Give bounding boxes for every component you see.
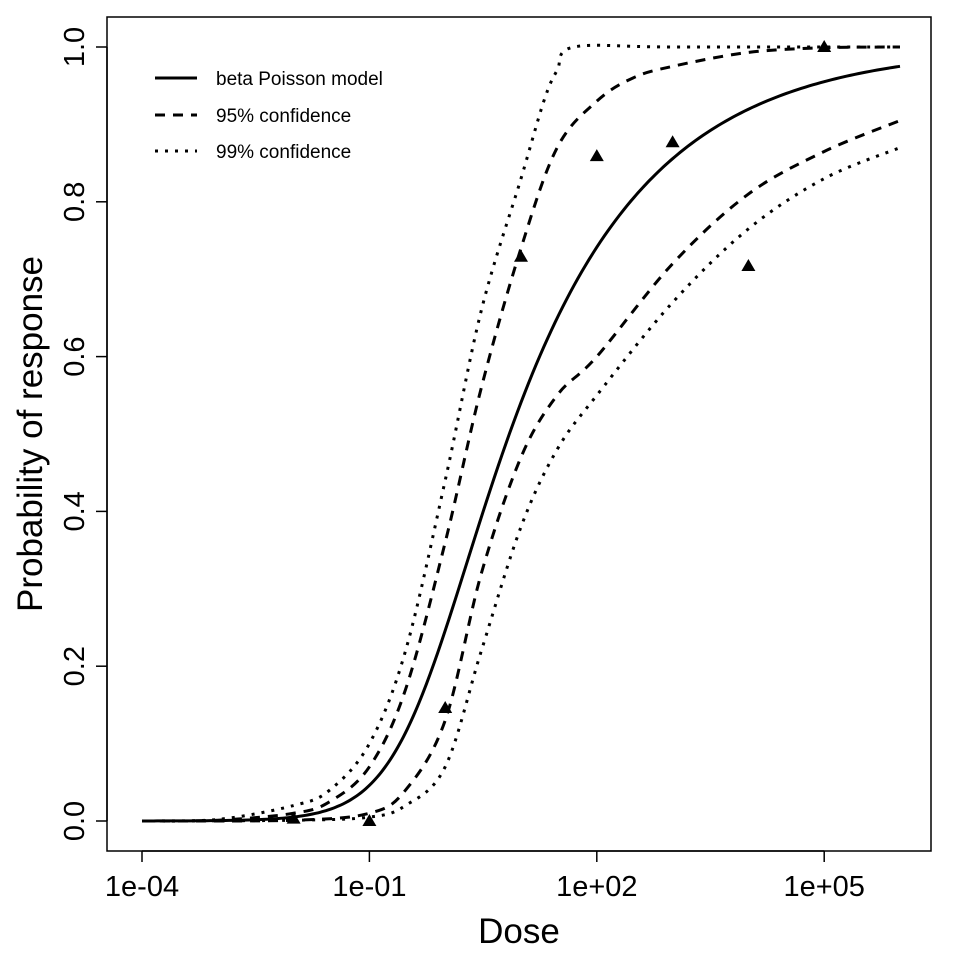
y-tick-label: 0.2 <box>59 646 91 686</box>
observed-data-point <box>514 249 528 262</box>
x-tick-label: 1e+02 <box>556 871 637 903</box>
y-tick-label: 0.4 <box>59 491 91 531</box>
observed-data-point <box>362 814 377 826</box>
legend-label-95: 95% confidence <box>216 106 351 127</box>
ci99-lower-curve <box>141 146 901 823</box>
legend-label-model: beta Poisson model <box>216 69 383 90</box>
observed-data-point <box>741 259 756 272</box>
legend: beta Poisson model 95% confidence 99% co… <box>155 69 383 163</box>
observed-data-point <box>665 135 680 148</box>
y-tick-label: 0.8 <box>59 182 91 222</box>
x-tick-label: 1e+05 <box>783 871 864 903</box>
legend-label-99: 99% confidence <box>216 142 351 163</box>
y-tick-label: 0.6 <box>59 336 91 376</box>
ci95-lower-curve <box>141 119 901 823</box>
x-axis-title: Dose <box>478 912 560 951</box>
x-tick-label: 1e-04 <box>105 871 179 903</box>
observed-data-point <box>817 40 832 52</box>
y-tick-label: 0.0 <box>59 801 91 841</box>
ci95-upper-curve <box>141 45 901 823</box>
observed-data-point <box>286 811 301 824</box>
y-axis-title: Probability of response <box>11 256 50 612</box>
model-curve <box>141 64 901 823</box>
observed-data-point <box>438 700 453 713</box>
y-tick-label: 1.0 <box>59 27 91 67</box>
observed-data-point <box>589 149 604 162</box>
x-tick-label: 1e-01 <box>332 871 406 903</box>
